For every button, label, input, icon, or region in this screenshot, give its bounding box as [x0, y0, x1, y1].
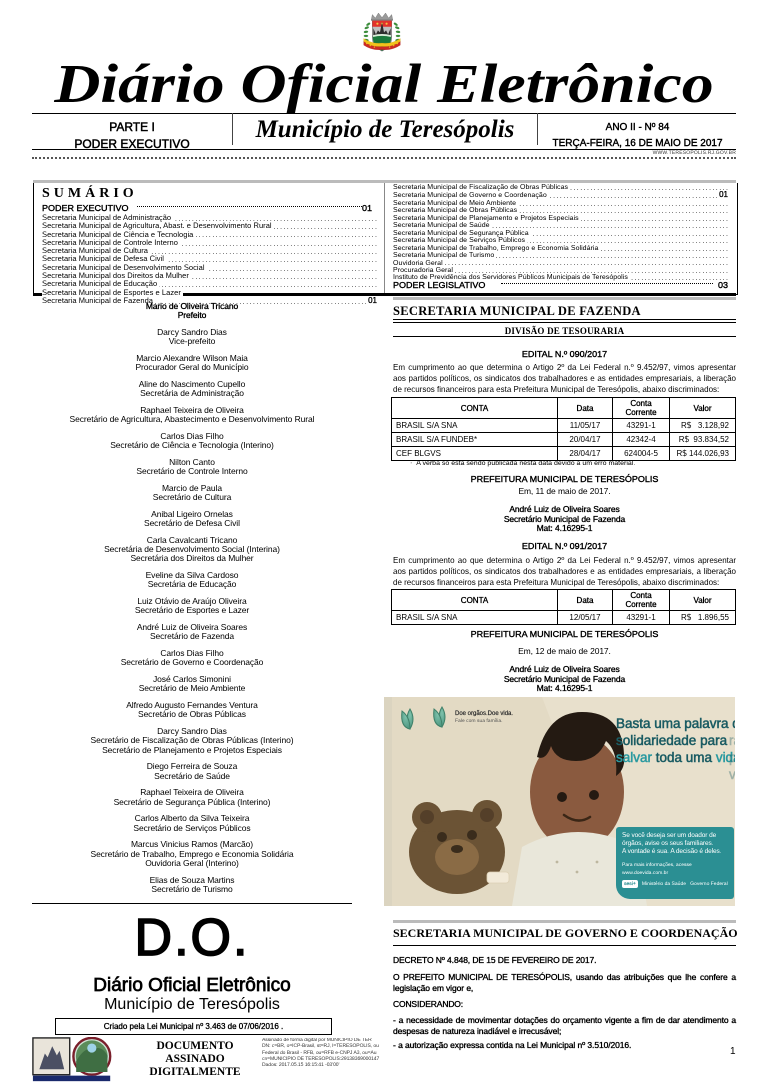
- svg-text:Doe orgãos.Doe vida.: Doe orgãos.Doe vida.: [455, 710, 513, 717]
- svg-text:Fale com sua família.: Fale com sua família.: [455, 718, 503, 724]
